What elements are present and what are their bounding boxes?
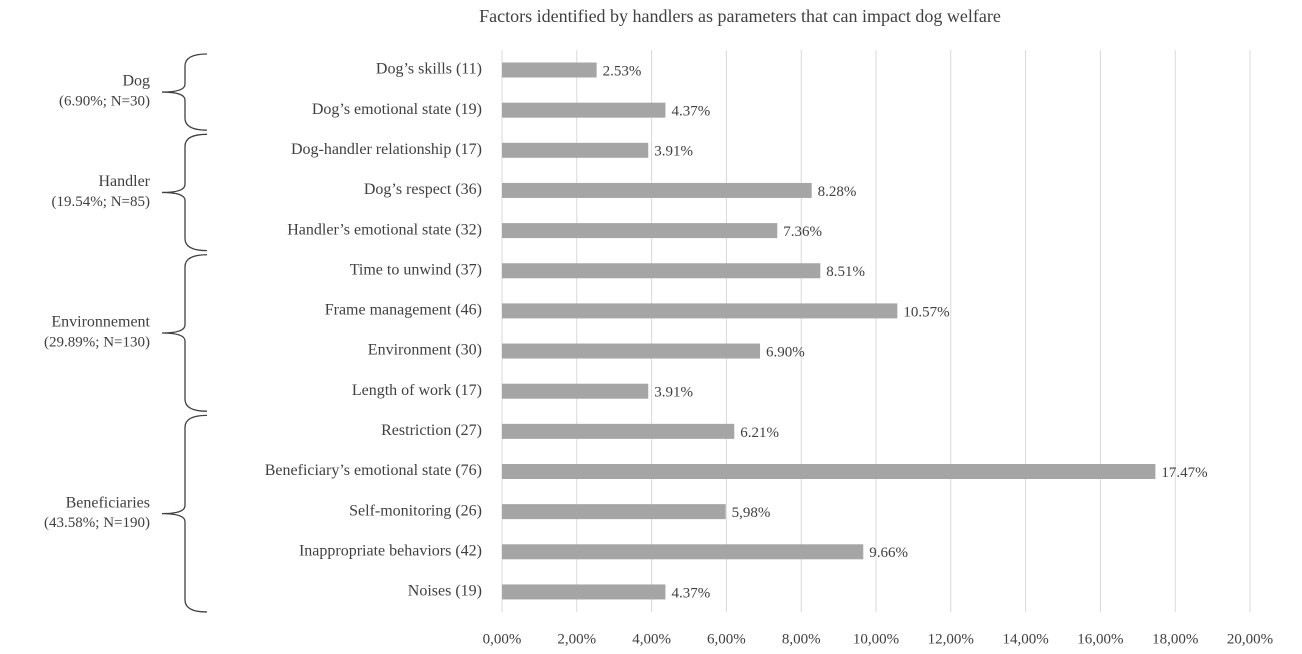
- bar: [502, 62, 597, 78]
- category-label: Noises (19): [408, 583, 482, 600]
- group-name: Environnement: [51, 314, 150, 331]
- category-label: Inappropriate behaviors (42): [299, 542, 482, 559]
- bar: [502, 423, 735, 439]
- category-label: Restriction (27): [381, 422, 482, 439]
- value-label: 10.57%: [903, 304, 949, 320]
- value-label: 8.28%: [818, 184, 857, 200]
- bar: [502, 464, 1156, 479]
- x-tick-label: 14,00%: [1002, 631, 1048, 647]
- x-tick-label: 10,00%: [853, 631, 899, 647]
- x-tick-label: 6,00%: [707, 631, 746, 647]
- value-label: 9.66%: [869, 545, 908, 561]
- category-label: Dog’s emotional state (19): [312, 101, 482, 118]
- bar: [502, 223, 778, 239]
- chart-title: Factors identified by handlers as parame…: [479, 6, 1001, 26]
- value-label: 6.21%: [740, 425, 779, 441]
- group-brace: [161, 254, 208, 412]
- bar: [502, 102, 666, 118]
- category-label: Beneficiary’s emotional state (76): [265, 462, 482, 479]
- group-label: (43.58%; N=190): [44, 515, 150, 531]
- value-label: 5,98%: [732, 505, 771, 521]
- bar: [502, 263, 821, 279]
- value-label: 6.90%: [766, 344, 805, 360]
- bar: [502, 544, 864, 560]
- value-label: 3.91%: [654, 144, 693, 160]
- x-tick-label: 20,00%: [1227, 631, 1273, 647]
- group-name: Beneficiaries: [66, 494, 150, 511]
- category-label: Dog’s respect (36): [364, 181, 482, 198]
- x-tick-label: 0,00%: [483, 631, 522, 647]
- value-label: 8.51%: [826, 264, 865, 280]
- bar: [502, 182, 812, 198]
- value-label: 17.47%: [1161, 465, 1207, 481]
- category-label: Handler’s emotional state (32): [287, 221, 482, 238]
- group-name: Handler: [98, 173, 150, 190]
- group-label: (29.89%; N=130): [44, 334, 150, 350]
- group-label: (6.90%; N=30): [59, 94, 150, 110]
- value-label: 7.36%: [783, 224, 822, 240]
- group-brace: [161, 414, 208, 613]
- category-label: Dog’s skills (11): [376, 61, 482, 78]
- group-brace: [161, 53, 208, 131]
- group-name: Dog: [122, 73, 150, 90]
- category-label: Time to unwind (37): [350, 261, 482, 278]
- category-label: Self-monitoring (26): [349, 502, 482, 519]
- category-label: Environment (30): [368, 342, 482, 359]
- value-label: 4.37%: [671, 104, 710, 120]
- x-tick-label: 8,00%: [782, 631, 821, 647]
- value-label: 3.91%: [654, 385, 693, 401]
- category-label: Length of work (17): [352, 382, 482, 399]
- bar: [502, 504, 726, 520]
- value-label: 2.53%: [603, 63, 642, 79]
- group-brace: [161, 133, 208, 252]
- category-label: Dog-handler relationship (17): [291, 141, 482, 158]
- bar: [502, 142, 649, 158]
- x-tick-label: 18,00%: [1152, 631, 1198, 647]
- bar: [502, 383, 649, 399]
- x-tick-label: 2,00%: [557, 631, 596, 647]
- bar: [502, 303, 898, 319]
- bar: [502, 343, 761, 359]
- x-tick-label: 12,00%: [928, 631, 974, 647]
- x-tick-label: 4,00%: [632, 631, 671, 647]
- group-label: (19.54%; N=85): [52, 194, 150, 210]
- value-label: 4.37%: [671, 585, 710, 601]
- x-tick-label: 16,00%: [1077, 631, 1123, 647]
- category-label: Frame management (46): [325, 302, 482, 319]
- bar: [502, 584, 666, 600]
